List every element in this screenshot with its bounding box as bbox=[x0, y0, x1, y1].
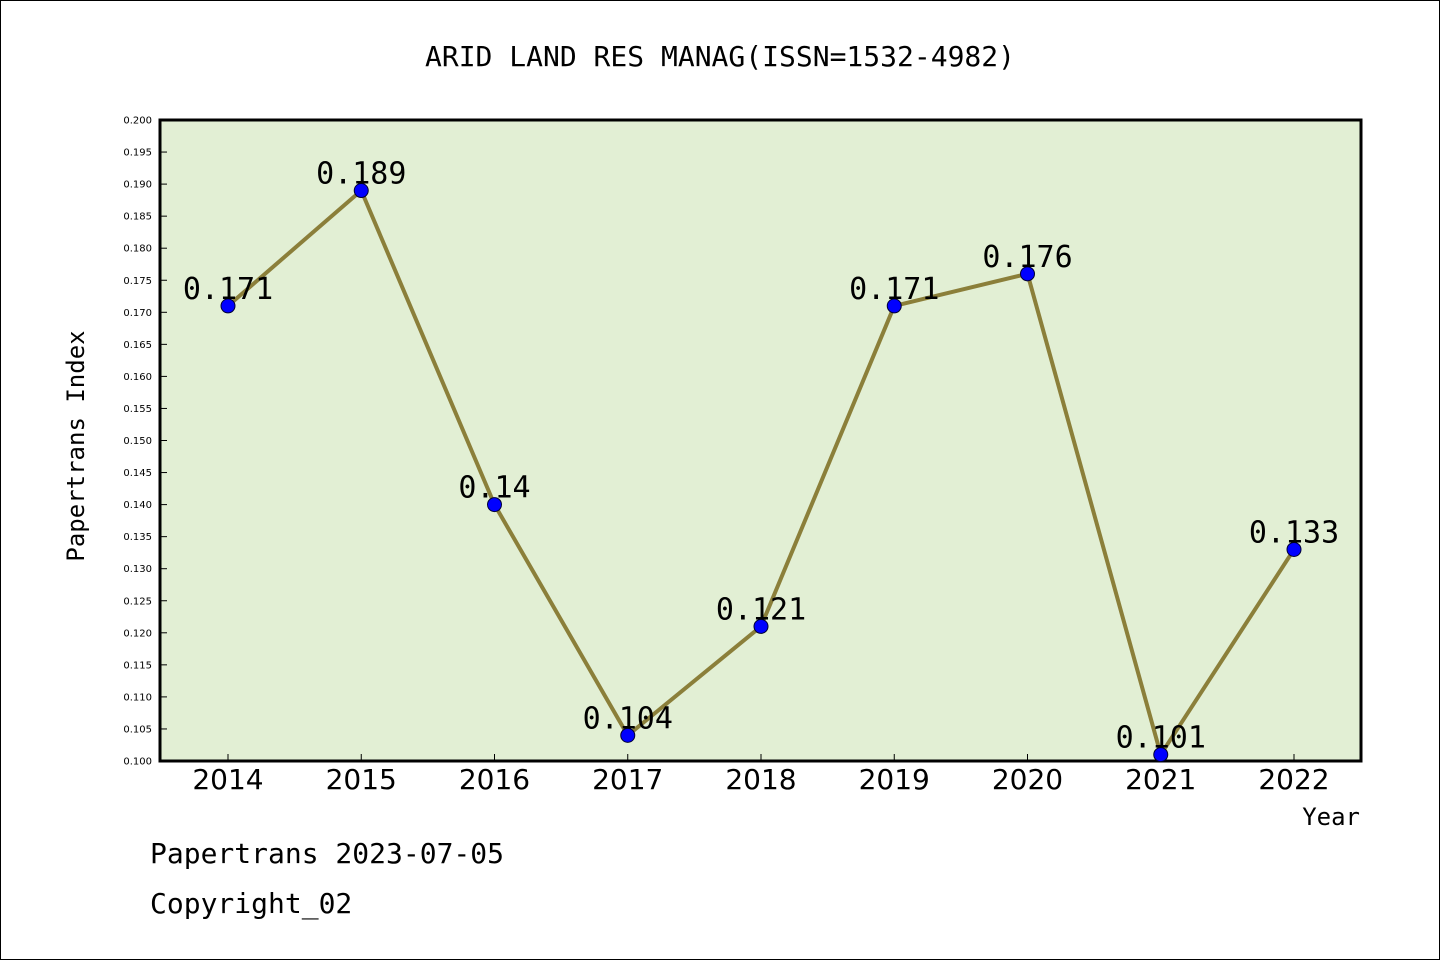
data-label-2014: 0.171 bbox=[183, 272, 273, 307]
y-tick-label: 0.145 bbox=[123, 468, 152, 479]
data-label-2022: 0.133 bbox=[1249, 515, 1339, 550]
y-tick-label: 0.110 bbox=[123, 692, 152, 703]
chart-title: ARID LAND RES MANAG(ISSN=1532-4982) bbox=[425, 40, 1015, 73]
data-point-2020 bbox=[1020, 266, 1035, 282]
y-tick-label: 0.190 bbox=[123, 180, 152, 191]
x-tick-label: 2022 bbox=[1258, 763, 1329, 796]
x-tick-label: 2018 bbox=[725, 763, 796, 796]
y-tick-label: 0.120 bbox=[123, 628, 152, 639]
data-point-2016 bbox=[487, 497, 502, 513]
y-tick-label: 0.160 bbox=[123, 372, 152, 383]
y-tick-label: 0.175 bbox=[123, 276, 152, 287]
y-tick-label: 0.135 bbox=[123, 532, 152, 543]
data-label-2016: 0.14 bbox=[458, 471, 530, 506]
x-tick-label: 2014 bbox=[192, 763, 263, 796]
marker-group bbox=[220, 183, 1302, 763]
data-label-2019: 0.171 bbox=[849, 272, 939, 307]
x-tick-label: 2017 bbox=[592, 763, 663, 796]
data-point-2014 bbox=[220, 298, 236, 314]
y-tick-label: 0.105 bbox=[123, 724, 152, 735]
data-point-2021 bbox=[1153, 747, 1169, 763]
y-tick-label: 0.125 bbox=[123, 596, 152, 607]
y-tick-label: 0.185 bbox=[123, 212, 152, 223]
footer-date: Papertrans 2023-07-05 bbox=[150, 837, 504, 870]
y-tick-label: 0.115 bbox=[123, 660, 152, 671]
y-tick-label: 0.200 bbox=[123, 116, 152, 127]
data-label-2020: 0.176 bbox=[982, 240, 1072, 275]
x-axis-label: Year bbox=[1302, 803, 1360, 831]
x-tick-label: 2020 bbox=[992, 763, 1063, 796]
x-tick-label: 2021 bbox=[1125, 763, 1196, 796]
x-tick-label: 2015 bbox=[326, 763, 397, 796]
y-tick-label: 0.140 bbox=[123, 500, 152, 511]
data-label-2017: 0.104 bbox=[583, 701, 673, 736]
x-axis-ticks: 2014 2015 2016 2017 2018 2019 2020 2021 2022 bbox=[192, 754, 1330, 796]
data-point-2022 bbox=[1286, 541, 1302, 557]
y-axis-label: Papertrans Index bbox=[62, 330, 90, 561]
y-tick-label: 0.155 bbox=[123, 404, 152, 415]
data-point-2015 bbox=[353, 183, 369, 199]
data-label-group: 0.171 0.189 0.14 0.104 0.121 0.171 0.176 0.101 0… bbox=[183, 157, 1339, 756]
data-point-2017 bbox=[620, 727, 636, 743]
footer-copyright: Copyright_02 bbox=[150, 887, 352, 921]
y-tick-label: 0.170 bbox=[123, 308, 152, 319]
y-tick-label: 0.165 bbox=[123, 340, 152, 351]
y-axis-ticks: 0.100 0.105 0.110 0.115 0.120 0.125 0.130 0.135… bbox=[123, 116, 167, 768]
data-label-2018: 0.121 bbox=[716, 592, 806, 627]
x-tick-label: 2016 bbox=[459, 763, 530, 796]
data-label-2015: 0.189 bbox=[316, 157, 406, 192]
y-tick-label: 0.130 bbox=[123, 564, 152, 575]
y-tick-label: 0.150 bbox=[123, 436, 152, 447]
data-label-2021: 0.101 bbox=[1116, 721, 1206, 756]
data-point-2019 bbox=[886, 298, 902, 314]
plot-area bbox=[158, 118, 1363, 763]
y-tick-label: 0.100 bbox=[123, 757, 152, 768]
x-tick-label: 2019 bbox=[859, 763, 930, 796]
y-tick-label: 0.195 bbox=[123, 148, 152, 159]
data-point-2018 bbox=[753, 618, 769, 634]
y-tick-label: 0.180 bbox=[123, 244, 152, 255]
